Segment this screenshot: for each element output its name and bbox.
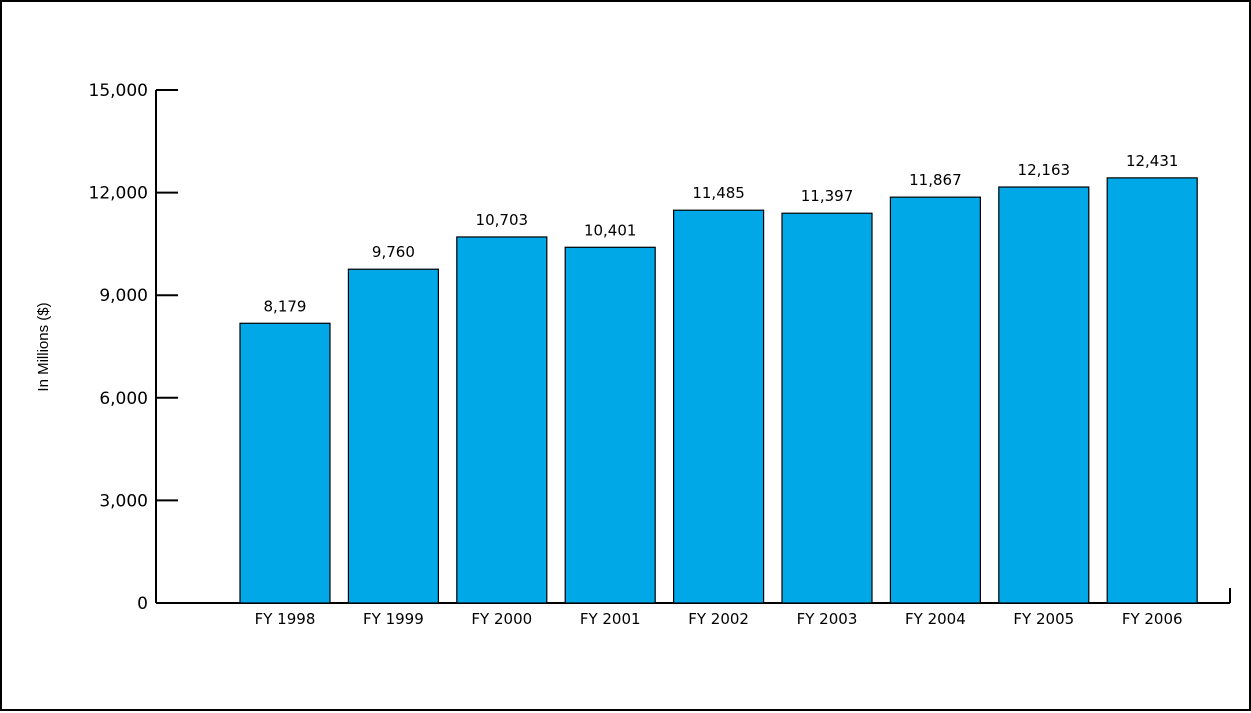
y-tick-label: 0: [137, 594, 148, 614]
data-label: 10,703: [476, 211, 529, 229]
x-tick-label: FY 2000: [471, 610, 532, 628]
y-tick-label: 15,000: [89, 81, 148, 101]
y-axis-ticks: 0 3,000 6,000 9,000 12,000 15,000: [89, 81, 178, 614]
data-label: 11,867: [909, 171, 962, 189]
bar: [347, 268, 439, 604]
data-label: 12,431: [1126, 152, 1179, 170]
bars: [239, 177, 1198, 604]
y-tick-label: 12,000: [89, 184, 148, 204]
x-tick-label: FY 1999: [363, 610, 424, 628]
x-tick-label: FY 2004: [905, 610, 966, 628]
y-tick-label: 9,000: [99, 286, 148, 306]
bar: [239, 322, 331, 604]
bar: [564, 246, 656, 604]
x-axis-labels: FY 1998 FY 1999 FY 2000 FY 2001 FY 2002 FY 20…: [255, 610, 1183, 628]
x-tick-label: FY 1998: [255, 610, 316, 628]
y-tick-label: 3,000: [99, 491, 148, 511]
bar: [1106, 177, 1198, 604]
x-tick-label: FY 2003: [797, 610, 858, 628]
y-axis-title: In Millions ($): [35, 302, 52, 391]
data-label: 11,485: [692, 184, 745, 202]
data-labels: 8,179 9,760 10,703 10,401 11,485 11,397 11,867…: [264, 152, 1179, 315]
x-tick-label: FY 2006: [1122, 610, 1183, 628]
data-label: 10,401: [584, 221, 637, 239]
x-tick-label: FY 2005: [1013, 610, 1074, 628]
bar: [781, 212, 873, 604]
bar: [889, 196, 982, 604]
x-tick-label: FY 2002: [688, 610, 749, 628]
bar: [672, 209, 765, 604]
data-label: 11,397: [801, 187, 854, 205]
data-label: 12,163: [1018, 161, 1071, 179]
y-tick-label: 6,000: [99, 389, 148, 409]
bar: [998, 186, 1090, 604]
data-label: 8,179: [264, 297, 307, 315]
data-label: 9,760: [372, 243, 415, 261]
x-tick-label: FY 2001: [580, 610, 641, 628]
bar: [456, 236, 548, 604]
